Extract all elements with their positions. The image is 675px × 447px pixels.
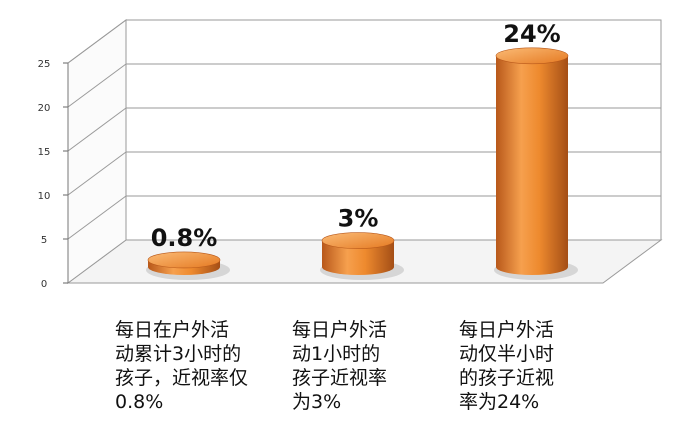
data-labels: 0.8% 3% 24% (151, 20, 561, 252)
bar-body (496, 55, 568, 275)
chart-side-wall (67, 19, 127, 284)
gridline-depth (67, 151, 127, 196)
gridline-depth (67, 19, 127, 64)
data-label: 0.8% (151, 224, 218, 252)
x-category-label: 每日户外活 动1小时的 孩子近视率 为3% (292, 319, 388, 413)
chart-back-wall (125, 19, 662, 241)
x-category-label: 每日户外活 动仅半小时 的孩子近视 率为24% (459, 319, 555, 413)
data-label: 3% (338, 205, 379, 233)
bar-top (147, 251, 221, 269)
bar-top (321, 232, 395, 249)
y-tick-label: 25 (38, 59, 51, 70)
gridline-depth (67, 195, 127, 240)
gridline-depth (67, 107, 127, 152)
y-tick-label: 5 (41, 235, 47, 246)
gridline-depth (67, 63, 127, 108)
gridlines (66, 19, 663, 284)
y-axis: 0 5 10 15 20 25 (38, 59, 69, 290)
y-tick-label: 15 (38, 147, 51, 158)
bar-top (495, 47, 569, 65)
bars (146, 47, 578, 280)
bar-1 (146, 251, 230, 280)
bar-3 (494, 47, 578, 280)
y-tick-label: 10 (38, 191, 51, 202)
data-label: 24% (503, 20, 560, 48)
bar-body (322, 240, 394, 275)
x-category-label: 每日在户外活 动累计3小时的 孩子，近视率仅 0.8% (115, 319, 249, 413)
y-tick-label: 0 (41, 279, 47, 290)
bar-2 (320, 232, 404, 280)
y-tick-label: 20 (38, 103, 51, 114)
